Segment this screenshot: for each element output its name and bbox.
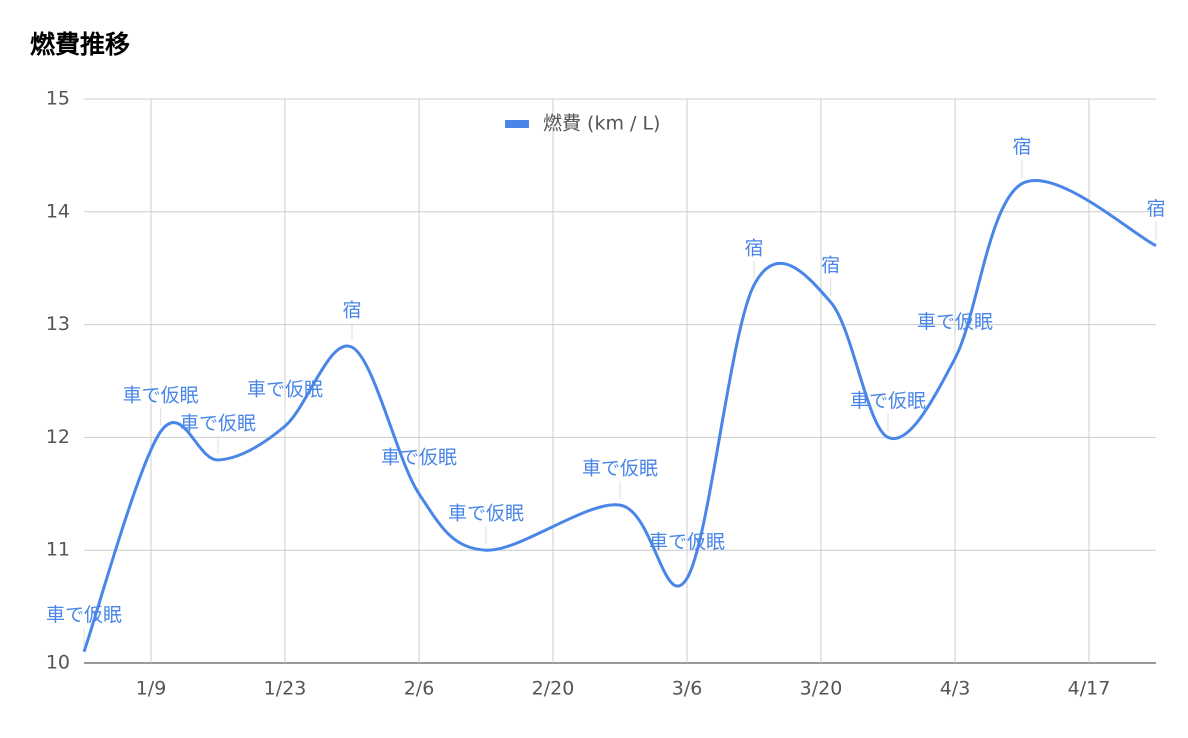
annotation: 宿 [1012,136,1031,158]
annotation: 宿 [821,255,840,277]
y-tick-label: 11 [46,539,70,561]
x-tick-label: 2/20 [532,678,575,700]
y-tick-label: 15 [46,88,70,110]
annotation: 車で仮眠 [381,446,457,468]
y-tick-label: 10 [46,652,70,674]
annotation: 車で仮眠 [850,390,926,412]
annotation: 車で仮眠 [180,412,256,434]
x-tick-label: 3/20 [800,678,843,700]
annotation: 車で仮眠 [917,311,993,333]
annotation: 宿 [1146,198,1165,220]
annotation: 車で仮眠 [247,379,323,401]
x-tick-label: 2/6 [404,678,435,700]
legend-label: 燃費 (km / L) [543,113,660,135]
annotation: 車で仮眠 [448,503,524,525]
chart-title: 燃費推移 [30,30,130,59]
x-tick-label: 1/9 [136,678,167,700]
y-tick-label: 14 [46,200,70,222]
x-tick-label: 1/23 [264,678,307,700]
annotation: 車で仮眠 [46,604,122,626]
annotation: 宿 [744,238,763,260]
annotation: 車で仮眠 [123,384,199,406]
y-tick-label: 12 [46,426,70,448]
x-tick-label: 4/17 [1068,678,1111,700]
annotation: 宿 [342,300,361,322]
x-tick-label: 3/6 [672,678,703,700]
annotation: 車で仮眠 [649,531,725,553]
x-tick-label: 4/3 [940,678,971,700]
line [82,179,1157,653]
legend-swatch [505,120,529,128]
annotation: 車で仮眠 [582,458,658,480]
y-tick-label: 13 [46,313,70,335]
